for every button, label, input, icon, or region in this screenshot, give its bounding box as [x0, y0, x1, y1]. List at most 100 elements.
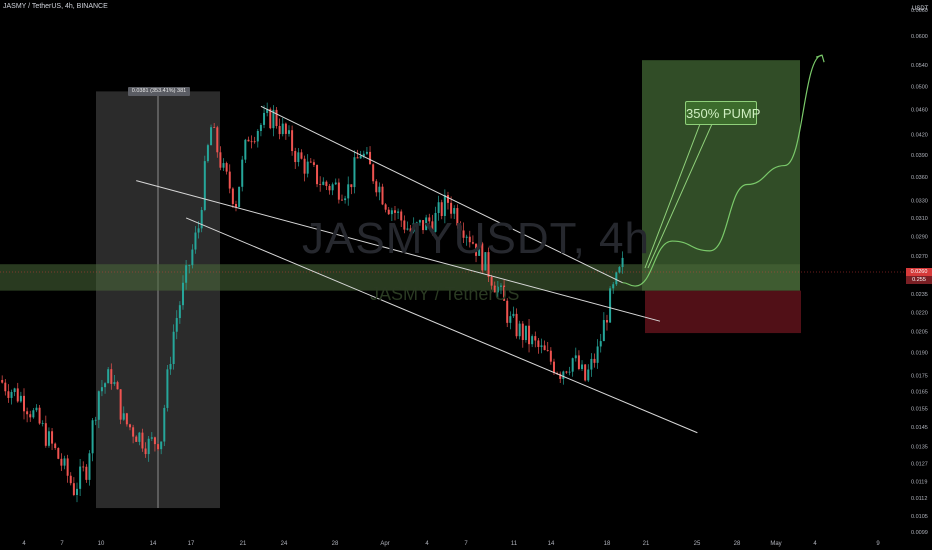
y-tick-label: 0.0145: [911, 425, 928, 431]
candle: [465, 236, 468, 238]
x-tick-label: May: [770, 541, 781, 547]
candle: [468, 236, 471, 243]
candle: [503, 285, 506, 301]
candle: [574, 355, 577, 359]
candle: [593, 358, 596, 363]
candle: [581, 364, 584, 370]
candle: [79, 466, 82, 489]
candle: [250, 141, 253, 143]
candle: [72, 483, 75, 495]
candle: [602, 320, 605, 342]
candle: [216, 127, 219, 153]
candle: [35, 407, 38, 411]
candle: [440, 202, 443, 216]
candle: [284, 123, 287, 134]
candle: [91, 420, 94, 454]
candle: [543, 345, 546, 351]
candle: [615, 272, 618, 285]
candle: [287, 130, 290, 134]
candle: [381, 186, 384, 205]
pump-callout[interactable]: 350% PUMP: [685, 101, 760, 125]
channel-lower-line: [185, 217, 698, 434]
candle: [113, 382, 116, 384]
secondary-price-tag: 0.255: [906, 276, 932, 284]
x-tick-label: 21: [240, 541, 247, 547]
pair-watermark: JASMY / TetherUS: [370, 284, 520, 304]
y-tick-label: 0.0220: [911, 310, 928, 316]
candle: [13, 388, 16, 392]
candle: [524, 325, 527, 341]
candle: [353, 157, 356, 188]
x-tick-label: 14: [150, 541, 157, 547]
candle: [141, 432, 144, 449]
candle: [266, 109, 269, 113]
candle: [390, 210, 393, 215]
candle: [612, 284, 615, 289]
candle: [222, 163, 225, 168]
candle: [300, 152, 303, 159]
y-tick-label: 0.0330: [911, 199, 928, 205]
y-tick-label: 0.0420: [911, 132, 928, 138]
candle: [599, 341, 602, 347]
stop-zone: [645, 290, 801, 334]
candle: [119, 389, 122, 420]
y-tick-label: 0.0119: [911, 479, 927, 485]
x-tick-label: 10: [98, 541, 105, 547]
candle: [518, 323, 521, 337]
candle: [356, 157, 359, 159]
candle: [397, 211, 400, 213]
candle: [312, 162, 315, 165]
x-tick-label: 4: [425, 541, 429, 547]
candle: [253, 141, 256, 143]
ticker-watermark: JASMYUSDT, 4h: [302, 214, 650, 263]
current-price-tag: 0.0260: [906, 268, 932, 276]
candle: [534, 336, 537, 341]
candle: [568, 371, 571, 373]
candle: [63, 458, 66, 466]
candle: [496, 286, 499, 293]
y-tick-label: 0.0112: [911, 496, 927, 502]
candle: [325, 181, 328, 186]
x-tick-label: 9: [876, 541, 880, 547]
candle: [269, 109, 272, 129]
candle: [453, 208, 456, 214]
candle: [521, 323, 524, 341]
measure-tool-label: 0.0381 (353.41%) 381: [128, 87, 190, 96]
candle: [23, 395, 25, 412]
candle: [493, 285, 496, 293]
candle: [135, 436, 138, 442]
candle: [138, 432, 141, 442]
candle: [200, 209, 203, 229]
candle: [116, 382, 119, 390]
candle: [291, 130, 294, 152]
candle: [362, 153, 365, 157]
support-band: [0, 264, 800, 291]
candle: [587, 369, 590, 381]
candle: [75, 488, 78, 495]
y-tick-label: 0.0310: [911, 216, 928, 222]
channel-mid-line: [136, 180, 661, 322]
candle: [38, 407, 41, 424]
candle: [26, 411, 29, 415]
x-tick-label: 7: [464, 541, 468, 547]
candle: [219, 152, 222, 168]
candle: [238, 186, 241, 207]
x-tick-label: 11: [511, 541, 518, 547]
x-tick-label: 28: [332, 541, 339, 547]
candle: [175, 318, 178, 332]
candle: [590, 358, 593, 370]
candle: [185, 265, 188, 283]
projection-curve: [622, 54, 823, 287]
candle: [60, 458, 63, 466]
candle: [484, 252, 487, 271]
projection-arrowhead: [815, 54, 825, 63]
candle: [128, 424, 131, 428]
x-tick-label: 4: [813, 541, 817, 547]
candle: [297, 152, 300, 163]
candle: [203, 161, 206, 210]
candle: [331, 184, 334, 191]
candle: [228, 171, 231, 189]
candle: [69, 475, 72, 484]
y-tick-label: 0.0105: [911, 514, 928, 520]
